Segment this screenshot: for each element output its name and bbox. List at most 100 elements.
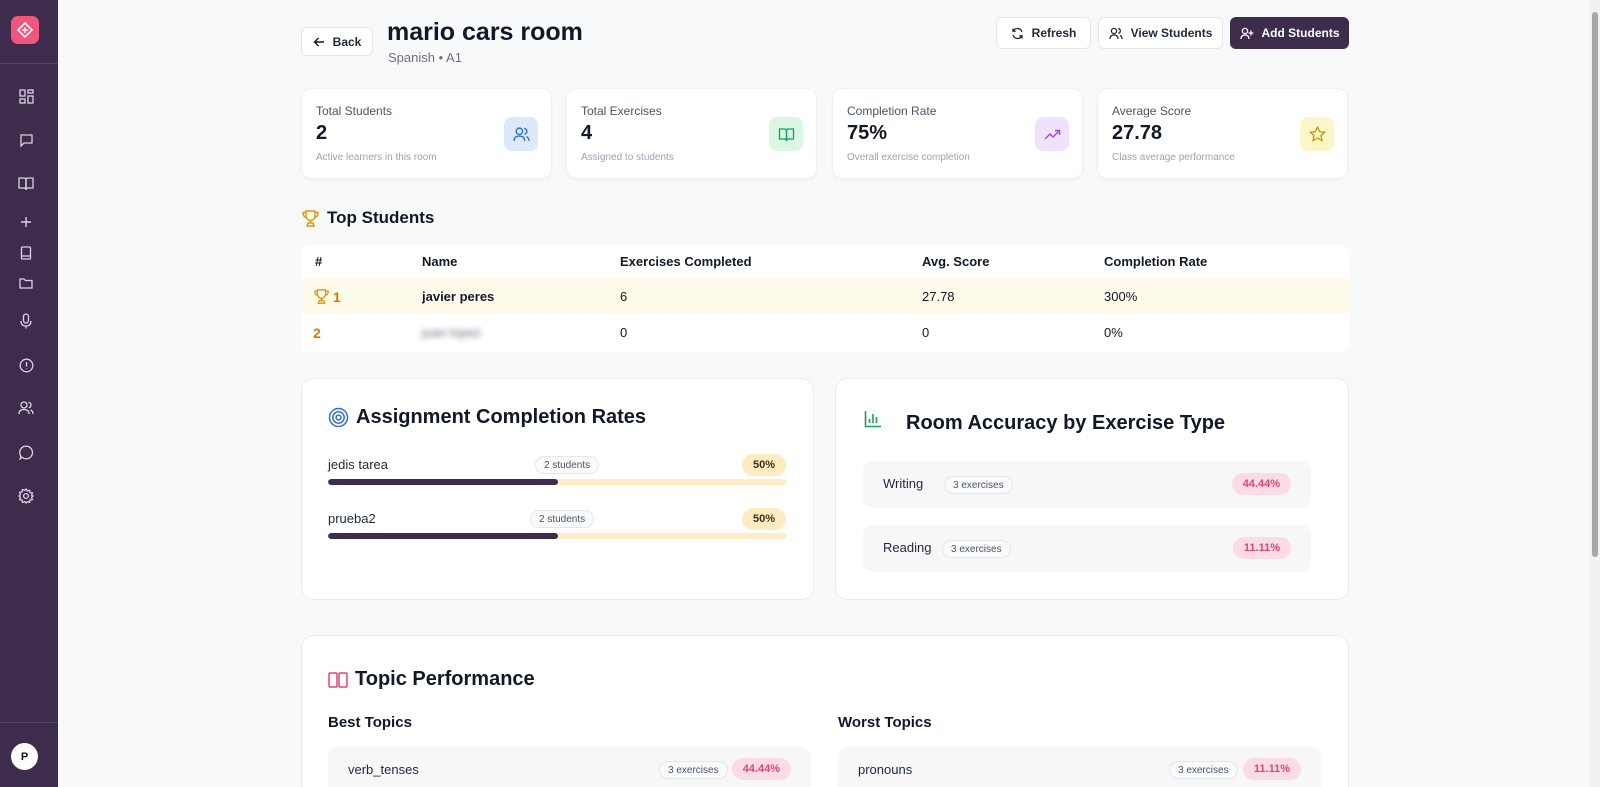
progress-track — [328, 479, 787, 485]
refresh-label: Refresh — [1031, 26, 1077, 40]
table-row[interactable]: 1 javier peres 6 27.78 300% — [301, 278, 1349, 314]
add-students-label: Add Students — [1261, 26, 1340, 40]
book-icon[interactable] — [17, 174, 35, 192]
page-scrollbar[interactable] — [1590, 0, 1600, 787]
avg-score: 0 — [922, 325, 930, 340]
star-icon — [1300, 117, 1334, 151]
stat-description: Class average performance — [1112, 152, 1235, 163]
worst-topics-label: Worst Topics — [838, 714, 932, 731]
exercise-count-chip: 3 exercises — [942, 540, 1011, 558]
exercise-type-name: Writing — [883, 476, 924, 491]
arrow-left-icon — [313, 37, 324, 46]
student-count-chip: 2 students — [530, 510, 595, 528]
stat-description: Active learners in this room — [316, 152, 437, 163]
room-accuracy-title: Room Accuracy by Exercise Type — [906, 412, 1226, 434]
completion-badge: 50% — [742, 454, 787, 476]
alert-icon[interactable] — [17, 356, 35, 374]
plus-icon[interactable] — [17, 213, 35, 231]
topic-performance-heading: Topic Performance — [328, 668, 535, 691]
app-logo[interactable] — [11, 16, 39, 44]
stat-value: 2 — [316, 122, 328, 144]
stat-card-average-score: Average Score 27.78 Class average perfor… — [1097, 88, 1348, 179]
chat-icon[interactable] — [17, 131, 35, 149]
accuracy-row: Reading 3 exercises 11.11% — [863, 525, 1311, 572]
exercise-count-chip: 3 exercises — [659, 761, 728, 779]
assignment-completion-title: Assignment Completion Rates — [356, 406, 647, 428]
trophy-icon — [302, 209, 319, 227]
logo-icon — [17, 22, 33, 38]
stat-description: Assigned to students — [581, 152, 674, 163]
table-header: # — [315, 254, 323, 269]
top-students-table: # Name Exercises Completed Avg. Score Co… — [301, 245, 1349, 352]
refresh-icon — [1012, 27, 1023, 39]
scrollbar-thumb[interactable] — [1592, 12, 1598, 557]
stat-label: Average Score — [1112, 104, 1192, 118]
rank-number: 2 — [313, 325, 321, 341]
progress-fill — [328, 479, 558, 485]
view-students-label: View Students — [1130, 26, 1213, 40]
exercise-count-chip: 3 exercises — [944, 476, 1013, 494]
assignment-completion-heading: Assignment Completion Rates — [328, 406, 646, 429]
topic-name: verb_tenses — [348, 762, 419, 777]
user-avatar[interactable]: P — [11, 743, 38, 770]
trophy-icon — [314, 289, 329, 304]
exercise-count-chip: 3 exercises — [1169, 761, 1238, 779]
assignment-completion-panel: Assignment Completion Rates jedis tarea … — [301, 378, 814, 600]
stat-label: Total Students — [316, 104, 393, 118]
assignment-name: jedis tarea — [328, 457, 388, 472]
exercise-type-name: Reading — [883, 540, 932, 555]
student-name: javier peres — [422, 289, 495, 304]
table-row[interactable]: 2 juan lopez 0 0 0% — [301, 314, 1349, 350]
room-accuracy-panel: Room Accuracy by Exercise Type Writing 3… — [835, 378, 1349, 600]
stat-value: 75% — [847, 122, 888, 144]
users-icon — [1108, 27, 1123, 39]
users-icon — [504, 117, 538, 151]
student-count-chip: 2 students — [535, 456, 600, 474]
users-icon[interactable] — [17, 399, 35, 417]
add-students-button[interactable]: Add Students — [1230, 17, 1349, 49]
stat-card-total-exercises: Total Exercises 4 Assigned to students — [566, 88, 817, 179]
stat-card-total-students: Total Students 2 Active learners in this… — [301, 88, 552, 179]
accuracy-row: Writing 3 exercises 44.44% — [863, 461, 1311, 508]
page-title: mario cars room — [387, 18, 583, 46]
topic-score-badge: 44.44% — [731, 758, 791, 780]
sidebar-divider — [0, 63, 58, 64]
rank-number: 1 — [333, 288, 341, 305]
student-name: juan lopez — [422, 325, 482, 340]
sidebar-divider — [0, 722, 58, 723]
dashboard-icon[interactable] — [17, 87, 35, 105]
user-plus-icon — [1239, 27, 1253, 39]
microphone-icon[interactable] — [17, 312, 35, 330]
message-icon[interactable] — [17, 443, 35, 461]
avg-score: 27.78 — [922, 289, 955, 304]
completion-rate: 0% — [1104, 325, 1123, 340]
page-subtitle: Spanish • A1 — [388, 50, 462, 65]
view-students-button[interactable]: View Students — [1098, 17, 1223, 49]
stat-label: Completion Rate — [847, 104, 937, 118]
refresh-button[interactable]: Refresh — [996, 17, 1091, 49]
topic-performance-title: Topic Performance — [355, 668, 535, 690]
back-button[interactable]: Back — [301, 27, 373, 56]
folder-icon[interactable] — [17, 274, 35, 292]
best-topic-row: verb_tenses 3 exercises 44.44% — [328, 747, 811, 787]
assignment-name: prueba2 — [328, 511, 376, 526]
rank-cell: 1 — [313, 288, 341, 305]
progress-fill — [328, 533, 558, 539]
trending-up-icon — [1035, 117, 1069, 151]
table-header: Completion Rate — [1104, 254, 1208, 269]
stat-description: Overall exercise completion — [847, 152, 970, 163]
back-button-label: Back — [332, 34, 362, 49]
bar-chart-icon — [864, 410, 882, 433]
progress-track — [328, 533, 787, 539]
top-students-heading: Top Students — [301, 208, 434, 228]
stat-value: 4 — [581, 122, 593, 144]
table-header: Exercises Completed — [620, 254, 752, 269]
exercises-completed: 6 — [620, 289, 628, 304]
notebook-icon[interactable] — [17, 244, 35, 262]
completion-rate: 300% — [1104, 289, 1138, 304]
settings-icon[interactable] — [17, 487, 35, 505]
table-header: Name — [422, 254, 458, 269]
book-open-icon — [769, 117, 803, 151]
stat-label: Total Exercises — [581, 104, 662, 118]
best-topics-label: Best Topics — [328, 714, 412, 731]
